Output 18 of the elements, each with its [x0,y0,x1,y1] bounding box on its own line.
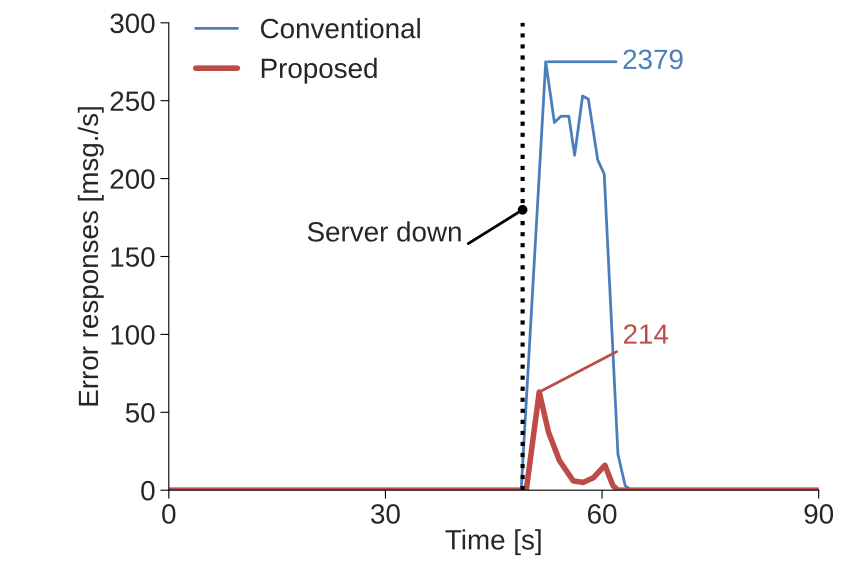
x-tick-label: 90 [804,504,834,524]
legend-label: Proposed [262,58,377,84]
y-tick-label: 100 [111,325,155,345]
x-axis-title: Time [s] [446,529,541,556]
y-axis-title: Error responses [msg./s] [78,107,104,406]
y-tick-label: 200 [110,169,155,189]
x-tick-label: 30 [371,504,400,524]
x-tick-label: 0 [162,504,176,524]
x-tick-label: 60 [588,504,616,524]
y-tick-label: 0 [141,480,155,501]
annotation: 2379 [624,50,683,70]
y-tick-label: 50 [126,402,155,423]
y-tick-label: 250 [110,91,155,112]
y-tick-label: 300 [110,13,155,34]
y-tick-label: 150 [111,247,155,267]
legend-label: Conventional [260,18,420,38]
ref-line-label: Server down [308,221,461,242]
annotation: 214 [624,324,668,344]
